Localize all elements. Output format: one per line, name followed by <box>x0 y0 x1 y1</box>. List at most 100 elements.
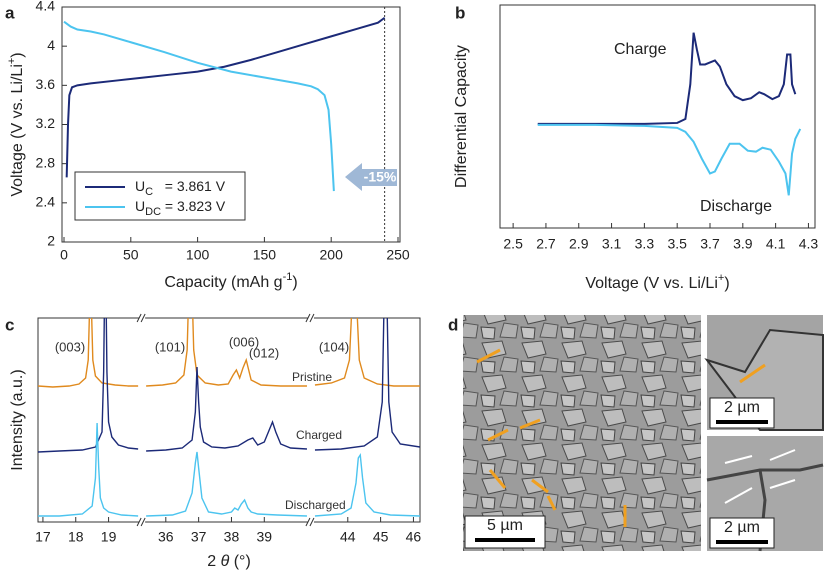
x-tick-label: 50 <box>123 247 139 263</box>
break-mark <box>136 517 142 527</box>
series-label: Charged <box>296 428 342 442</box>
peak-label: (012) <box>249 345 279 360</box>
data-line <box>537 32 797 125</box>
x-tick-label: 2.5 <box>503 236 523 252</box>
data-line <box>65 16 386 178</box>
x-tick-label: 17 <box>35 529 51 545</box>
peak-label: (101) <box>155 339 185 354</box>
y-tick-label: 3.6 <box>36 76 56 92</box>
axis-break <box>139 315 146 321</box>
x-tick-label: 2.7 <box>536 236 556 252</box>
data-line <box>314 318 420 451</box>
peak-label: (003) <box>55 339 85 354</box>
legend-label: UC = 3.861 V <box>135 178 226 198</box>
break-mark <box>136 313 142 323</box>
label-part: + <box>6 58 18 64</box>
x-tick-label: 2.9 <box>569 236 589 252</box>
break-mark <box>140 517 146 527</box>
x-tick-label: 200 <box>320 247 344 263</box>
label-part: Capacity (mAh g <box>164 274 282 291</box>
data-line <box>146 451 307 517</box>
break-mark <box>305 313 311 323</box>
y-tick-label: 2 <box>47 233 55 249</box>
data-line <box>146 366 308 452</box>
x-tick-label: 3.3 <box>635 236 655 252</box>
data-line <box>38 318 139 453</box>
x-axis-label: Voltage (V vs. Li/Li+) <box>585 272 729 292</box>
scale-bar-label: 5 µm <box>487 517 523 534</box>
y-axis-label: Differential Capacity <box>453 45 470 188</box>
x-tick-label: 3.9 <box>733 236 753 252</box>
label-part: θ <box>221 553 230 570</box>
x-axis-label: 2 θ (°) <box>207 553 251 570</box>
x-tick-label: 100 <box>186 247 210 263</box>
x-tick-label: 37 <box>191 529 207 545</box>
x-tick-label: 3.5 <box>667 236 687 252</box>
plot-frame <box>37 317 421 523</box>
annotation: -15% <box>364 169 397 185</box>
panel-label: b <box>455 3 465 22</box>
x-tick-label: 0 <box>60 247 68 263</box>
scale-bar-label: 2 µm <box>724 519 760 536</box>
label-part: ) <box>724 275 729 292</box>
x-tick-label: 4.1 <box>766 236 786 252</box>
panel-label: a <box>5 3 15 22</box>
series-label: Pristine <box>292 370 332 384</box>
x-tick-label: 38 <box>224 529 240 545</box>
label-part: C <box>145 186 153 198</box>
break-mark <box>305 517 311 527</box>
label-part: Differential Capacity <box>453 45 470 188</box>
label-part: -1 <box>283 271 293 283</box>
x-tick-label: 46 <box>406 529 422 545</box>
data-line <box>537 123 802 196</box>
data-line <box>314 452 420 517</box>
label-part: 2 <box>207 553 220 570</box>
label-part: (°) <box>229 553 251 570</box>
arrows <box>476 348 766 527</box>
annotation: Charge <box>614 41 667 58</box>
x-tick-label: 45 <box>373 529 389 545</box>
panel-label: c <box>5 315 14 334</box>
x-tick-label: 44 <box>340 529 356 545</box>
x-tick-label: 3.7 <box>700 236 720 252</box>
series-label: Discharged <box>285 498 346 512</box>
y-tick-label: 2.4 <box>36 194 56 210</box>
plot-frame <box>499 4 816 229</box>
y-tick-label: 4.4 <box>36 0 56 14</box>
y-axis-label: Voltage (V vs. Li/Li+) <box>6 52 26 196</box>
data-line <box>38 422 139 517</box>
traces <box>38 318 420 517</box>
peak-label: (006) <box>229 334 259 349</box>
y-axis-label: Intensity (a.u.) <box>9 369 26 470</box>
x-tick-label: 19 <box>101 529 117 545</box>
legend <box>74 171 246 221</box>
label-part: ) <box>9 52 26 57</box>
data-line <box>38 318 139 388</box>
label-part: U <box>135 198 145 214</box>
peak-label: (104) <box>319 339 349 354</box>
label-part: Voltage (V vs. Li/Li <box>9 64 26 197</box>
break-mark <box>309 313 315 323</box>
x-tick-label: 36 <box>158 529 174 545</box>
axis-break <box>307 315 314 321</box>
break-mark <box>309 517 315 527</box>
label-part: + <box>718 272 724 284</box>
label-part: Voltage (V vs. Li/Li <box>585 275 718 292</box>
label-part: = 3.823 V <box>161 198 226 214</box>
scale-bar-label: 2 µm <box>724 399 760 416</box>
legend-label: UDC = 3.823 V <box>135 198 226 218</box>
label-part: U <box>135 178 145 194</box>
y-tick-label: 3.2 <box>36 115 56 131</box>
label-part: ) <box>292 274 297 291</box>
annotation-arrow <box>345 163 397 191</box>
label-part: = 3.861 V <box>153 178 226 194</box>
x-tick-label: 39 <box>256 529 272 545</box>
x-tick-label: 150 <box>253 247 277 263</box>
data-line <box>146 318 307 387</box>
data-line <box>63 20 335 192</box>
x-tick-label: 3.1 <box>602 236 622 252</box>
y-tick-label: 4 <box>47 37 55 53</box>
axis-break <box>139 519 146 525</box>
break-mark <box>140 313 146 323</box>
panel-label: d <box>448 315 458 334</box>
